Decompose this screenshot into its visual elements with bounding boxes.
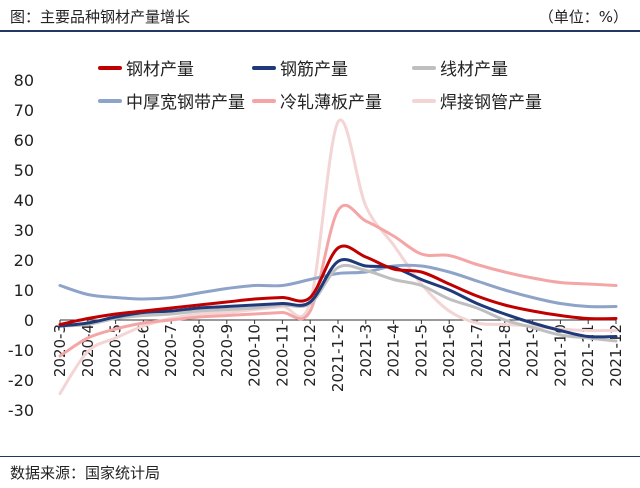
- x-tick-label: 2021-8: [496, 324, 514, 377]
- y-tick-label: 70: [14, 101, 34, 120]
- x-tick-label: 2021-9: [524, 324, 542, 377]
- series-line-5: [58, 203, 618, 358]
- x-tick-label: 2020-8: [190, 324, 208, 377]
- y-tick-label: 80: [14, 71, 34, 90]
- y-tick-label: -10: [8, 341, 34, 360]
- x-tick-label: 2021-5: [412, 324, 430, 377]
- x-tick-label: 2021-4: [385, 324, 403, 377]
- x-tick-label: 2021-3: [357, 324, 375, 377]
- x-tick-label: 2021-7: [468, 324, 486, 377]
- x-tick-label: 2021-12: [607, 324, 625, 387]
- x-tick-label: 2020-12: [301, 324, 319, 387]
- y-tick-label: 30: [14, 221, 34, 240]
- y-tick-label: 50: [14, 161, 34, 180]
- series-line-1: [58, 244, 618, 326]
- unit-label: （单位：%）: [538, 8, 628, 26]
- x-tick-label: 2020-10: [246, 324, 264, 387]
- series-line-3: [58, 263, 618, 343]
- legend-label: 线材产量: [440, 60, 508, 80]
- x-tick-label: 2021-10: [551, 324, 569, 387]
- x-tick-label: 2020-3: [51, 324, 69, 377]
- legend-label: 焊接钢管产量: [440, 93, 542, 113]
- y-tick-label: 0: [24, 311, 34, 330]
- y-tick-label: 20: [14, 251, 34, 270]
- legend-label: 冷轧薄板产量: [280, 93, 382, 113]
- series-line-4: [58, 263, 618, 309]
- series-line-2: [58, 258, 618, 339]
- x-tick-label: 2021-11: [579, 324, 597, 387]
- y-tick-label: -30: [8, 401, 34, 420]
- top-divider: [0, 30, 640, 32]
- x-tick-label: 2020-9: [218, 324, 236, 377]
- y-tick-label: 60: [14, 131, 34, 150]
- x-tick-label: 2020-6: [134, 324, 152, 377]
- page-title: 图：主要品种钢材产量增长: [10, 8, 191, 26]
- bottom-divider: [0, 456, 640, 457]
- legend-label: 中厚宽钢带产量: [126, 93, 245, 113]
- legend-label: 钢筋产量: [280, 60, 348, 80]
- y-tick-label: -20: [8, 371, 34, 390]
- x-tick-label: 2020-7: [162, 324, 180, 377]
- x-tick-label: 2021-6: [440, 324, 458, 377]
- x-tick-label: 2020-11: [273, 324, 291, 387]
- y-tick-label: 40: [14, 191, 34, 210]
- legend-label: 钢材产量: [126, 60, 194, 80]
- y-tick-label: 10: [14, 281, 34, 300]
- source-note: 数据来源：国家统计局: [10, 464, 161, 482]
- x-tick-label: 2021-1-2: [329, 324, 347, 392]
